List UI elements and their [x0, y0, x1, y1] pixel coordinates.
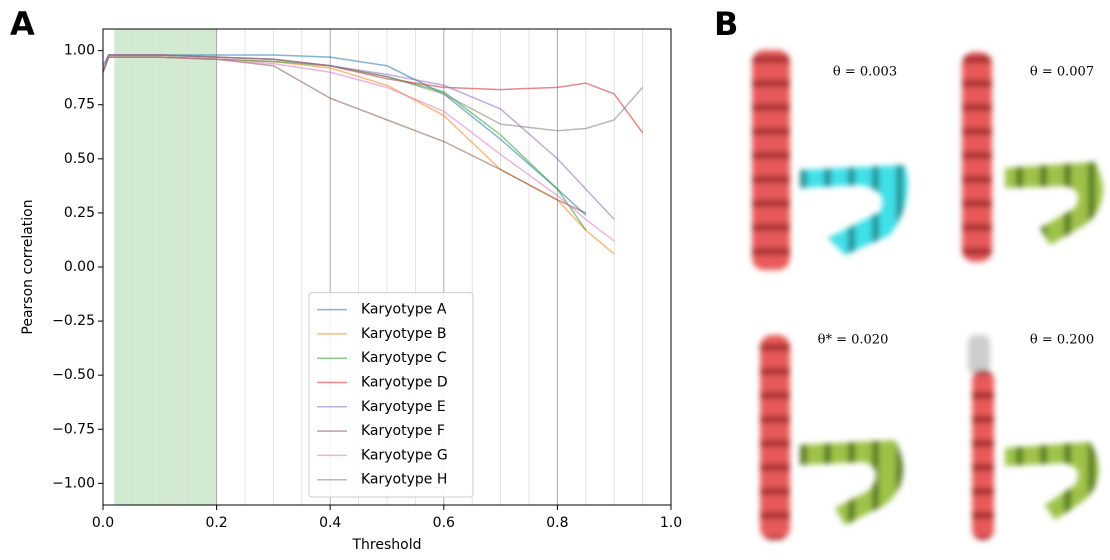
legend-label: Karyotype F: [361, 423, 445, 439]
y-tick-label: −0.25: [52, 313, 95, 329]
x-tick-label: 0.4: [319, 515, 341, 531]
y-tick-label: 0.50: [64, 151, 95, 167]
legend-label: Karyotype G: [361, 447, 448, 463]
x-tick-label: 0.2: [205, 515, 227, 531]
legend-label: Karyotype H: [361, 472, 447, 488]
theta-label: θ = 0.007: [1030, 65, 1094, 80]
series-line: [102, 56, 615, 242]
x-tick-label: 0.0: [92, 515, 114, 531]
y-tick-label: 0.00: [64, 259, 95, 275]
legend-label: Karyotype B: [361, 326, 446, 342]
plot: 0.0 0.2 0.4 0.6 0.8 1.0 1.00 0.75 0.50 0.25 0.00 −0…: [20, 28, 682, 553]
legend-label: Karyotype E: [361, 399, 446, 415]
y-tick-label: −0.75: [52, 421, 95, 437]
panel-b-images: [752, 50, 1103, 540]
x-axis-label: Threshold: [352, 537, 422, 553]
legend-label: Karyotype D: [361, 375, 448, 391]
y-tick-label: 0.75: [64, 97, 95, 113]
plot-frame: [102, 28, 672, 506]
legend-label: Karyotype A: [361, 302, 447, 318]
y-tick-label: 0.25: [64, 205, 95, 221]
y-axis-label: Pearson correlation: [20, 199, 36, 334]
y-tick-label: −0.50: [52, 367, 95, 383]
series-line: [102, 54, 644, 132]
theta-label: θ = 0.200: [1030, 333, 1094, 348]
theta-label: θ = 0.003: [833, 65, 897, 80]
x-tick-label: 0.8: [546, 515, 568, 531]
theta-label: θ* = 0.020: [818, 333, 889, 348]
x-tick-label: 0.6: [433, 515, 455, 531]
legend-box: [308, 292, 474, 498]
panel-label: A: [10, 5, 35, 43]
legend-label: Karyotype C: [361, 350, 447, 366]
panel-label: B: [714, 5, 738, 43]
x-tick-label: 1.0: [660, 515, 682, 531]
threshold-span: [114, 29, 217, 505]
y-tick-label: 1.00: [64, 43, 95, 59]
y-tick-label: −1.00: [52, 475, 95, 491]
